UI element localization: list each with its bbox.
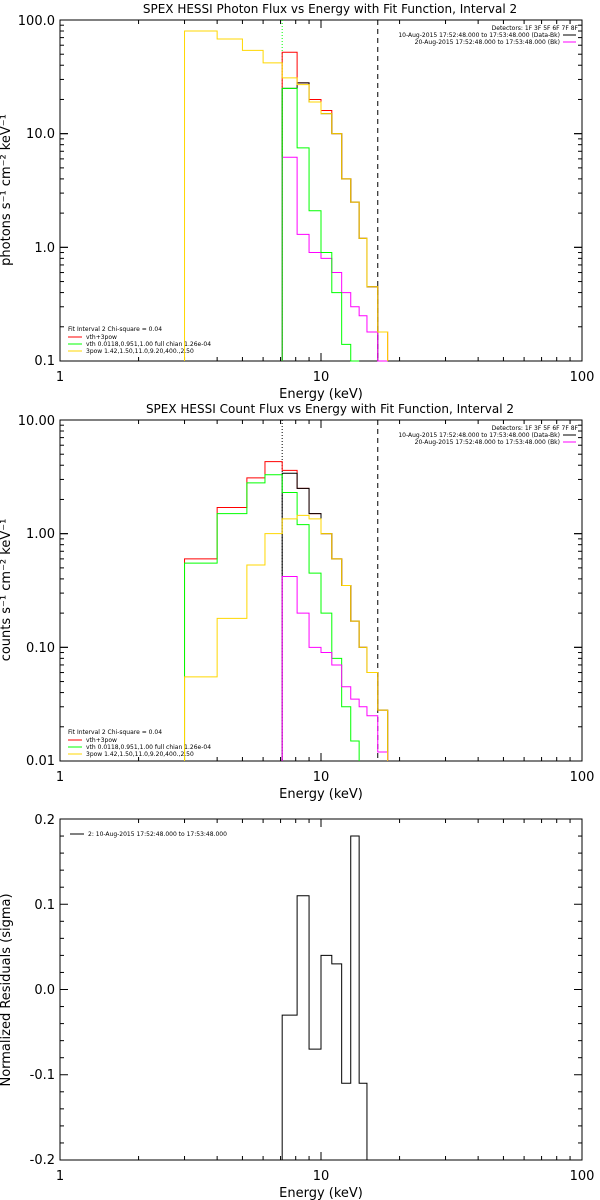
count-flux-y-label: counts s⁻¹ cm⁻² keV⁻¹: [0, 519, 14, 662]
residuals-x-ticks: 1 10 100: [56, 1169, 595, 1184]
count-flux-y-ticks: 0.01 0.10 1.00 10.00: [18, 414, 55, 769]
photon-flux-header: Detectors: 1F 3F 5F 6F 7F 8F 10-Aug-2015…: [398, 25, 578, 46]
count-flux-panel: SPEX HESSI Count Flux vs Energy with Fit…: [0, 402, 594, 802]
detectors-line: Detectors: 1F 3F 5F 6F 7F 8F: [492, 425, 579, 432]
fit-interval-line: Fit Interval 2 Chi-square = 0.04: [68, 326, 162, 333]
x-tick-100: 100: [570, 1169, 595, 1184]
y-tick-1.0: 1.0: [34, 241, 55, 256]
x-tick-100: 100: [570, 370, 595, 385]
histogram-series-5: [184, 30, 389, 361]
panel-1-reference-lines: [281, 20, 379, 361]
y-tick-1.00: 1.00: [26, 527, 55, 542]
histogram-series-2: [281, 82, 379, 361]
data-interval-line: 10-Aug-2015 17:52:48.000 to 17:53:48.000…: [398, 432, 560, 439]
legend-3pow: 3pow 1.42,1.50,11.0,9.20,400.,2.50: [86, 751, 194, 758]
photon-flux-title: SPEX HESSI Photon Flux vs Energy with Fi…: [143, 2, 517, 16]
residuals-legend: 2: 10-Aug-2015 17:52:48.000 to 17:53:48.…: [88, 831, 227, 838]
x-tick-1: 1: [56, 770, 64, 785]
y-tick-0.1: 0.1: [34, 354, 55, 369]
legend-total: vth+3pow: [86, 737, 117, 744]
y-tick-0.01: 0.01: [26, 754, 55, 769]
legend-vth: vth 0.0118,0.951,1.00 full chian 1.26e-0…: [86, 744, 211, 751]
panel-3-series: [281, 835, 368, 1160]
count-flux-x-ticks: 1 10 100: [56, 770, 595, 785]
x-tick-10: 10: [313, 370, 330, 385]
histogram-series-1: [281, 835, 368, 1160]
y-tick-0.1: 0.1: [34, 898, 55, 913]
histogram-series-3: [184, 474, 360, 761]
panel-2-axis-ticks: [59, 419, 583, 762]
histogram-series-1: [184, 461, 389, 761]
photon-flux-y-label: photons s⁻¹ cm⁻² keV⁻¹: [0, 114, 14, 266]
x-tick-10: 10: [313, 770, 330, 785]
y-tick-minus-0.2: -0.2: [30, 1153, 55, 1168]
legend-total: vth+3pow: [86, 334, 117, 341]
bk-interval-line: 20-Aug-2015 17:52:48.000 to 17:53:48.000…: [415, 39, 560, 46]
histogram-series-4: [281, 87, 360, 362]
histogram-series-2: [281, 472, 389, 761]
panel-1-axis-ticks: [59, 19, 583, 362]
fit-interval-line: Fit Interval 2 Chi-square = 0.04: [68, 729, 162, 736]
residuals-x-label: Energy (keV): [279, 1186, 363, 1200]
photon-flux-plot-frame: [59, 19, 583, 362]
count-flux-title: SPEX HESSI Count Flux vs Energy with Fit…: [146, 402, 514, 416]
y-tick-100.0: 100.0: [18, 14, 55, 29]
count-flux-x-label: Energy (keV): [279, 787, 363, 802]
data-interval-line: 10-Aug-2015 17:52:48.000 to 17:53:48.000…: [398, 32, 560, 39]
bk-interval-line: 20-Aug-2015 17:52:48.000 to 17:53:48.000…: [415, 439, 560, 446]
x-tick-10: 10: [313, 1169, 330, 1184]
photon-flux-y-ticks: 0.1 1.0 10.0 100.0: [18, 14, 55, 369]
residuals-y-ticks: -0.2 -0.1 0.0 0.1 0.2: [30, 813, 55, 1168]
panel-1-series: [184, 30, 389, 362]
photon-flux-fit-legend: Fit Interval 2 Chi-square = 0.04 vth+3po…: [68, 326, 211, 355]
histogram-series-3: [281, 156, 388, 362]
residuals-panel: 1 10 100 -0.2 -0.1 0.0 0.1 0.2 Energy (k…: [0, 813, 594, 1200]
count-flux-fit-legend: Fit Interval 2 Chi-square = 0.04 vth+3po…: [68, 729, 211, 758]
histogram-series-5: [184, 514, 389, 761]
y-tick-10.00: 10.00: [18, 414, 55, 429]
y-tick-10.0: 10.0: [26, 127, 55, 142]
x-tick-100: 100: [570, 770, 595, 785]
y-tick-0.0: 0.0: [34, 983, 55, 998]
panel-2-reference-lines: [281, 420, 379, 761]
y-tick-0.10: 0.10: [26, 641, 55, 656]
panel-2-series: [184, 461, 389, 761]
histogram-series-4: [281, 575, 389, 761]
panel-3-axis-ticks: [59, 818, 583, 1161]
x-tick-1: 1: [56, 1169, 64, 1184]
histogram-series-1: [281, 51, 389, 361]
detectors-line: Detectors: 1F 3F 5F 6F 7F 8F: [492, 25, 579, 32]
x-tick-1: 1: [56, 370, 64, 385]
y-tick-minus-0.1: -0.1: [30, 1068, 55, 1083]
residuals-y-label: Normalized Residuals (sigma): [0, 893, 14, 1086]
photon-flux-x-label: Energy (keV): [279, 387, 363, 402]
count-flux-header: Detectors: 1F 3F 5F 6F 7F 8F 10-Aug-2015…: [398, 425, 578, 446]
photon-flux-x-ticks: 1 10 100: [56, 370, 595, 385]
photon-flux-panel: SPEX HESSI Photon Flux vs Energy with Fi…: [0, 2, 594, 402]
legend-3pow: 3pow 1.42,1.50,11.0,9.20,400.,2.50: [86, 348, 194, 355]
legend-vth: vth 0.0118,0.951,1.00 full chian 1.26e-0…: [86, 341, 211, 348]
y-tick-0.2: 0.2: [34, 813, 55, 828]
